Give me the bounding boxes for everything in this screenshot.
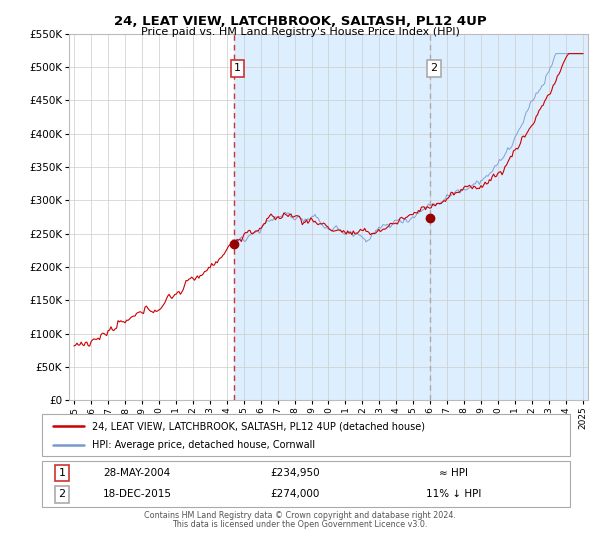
Bar <box>233 34 600 400</box>
Text: 11% ↓ HPI: 11% ↓ HPI <box>426 489 482 500</box>
Text: 28-MAY-2004: 28-MAY-2004 <box>103 468 170 478</box>
Text: This data is licensed under the Open Government Licence v3.0.: This data is licensed under the Open Gov… <box>172 520 428 529</box>
Text: 2: 2 <box>59 489 65 500</box>
Text: 24, LEAT VIEW, LATCHBROOK, SALTASH, PL12 4UP: 24, LEAT VIEW, LATCHBROOK, SALTASH, PL12… <box>113 15 487 27</box>
Text: Contains HM Land Registry data © Crown copyright and database right 2024.: Contains HM Land Registry data © Crown c… <box>144 511 456 520</box>
Text: ≈ HPI: ≈ HPI <box>439 468 469 478</box>
Text: Price paid vs. HM Land Registry's House Price Index (HPI): Price paid vs. HM Land Registry's House … <box>140 27 460 37</box>
Text: 1: 1 <box>234 63 241 73</box>
Text: 1: 1 <box>59 468 65 478</box>
Text: £274,000: £274,000 <box>271 489 320 500</box>
FancyBboxPatch shape <box>42 414 570 456</box>
Text: 18-DEC-2015: 18-DEC-2015 <box>103 489 172 500</box>
Text: 2: 2 <box>430 63 437 73</box>
Text: 24, LEAT VIEW, LATCHBROOK, SALTASH, PL12 4UP (detached house): 24, LEAT VIEW, LATCHBROOK, SALTASH, PL12… <box>92 421 425 431</box>
Text: £234,950: £234,950 <box>271 468 320 478</box>
Text: HPI: Average price, detached house, Cornwall: HPI: Average price, detached house, Corn… <box>92 441 315 450</box>
FancyBboxPatch shape <box>42 461 570 507</box>
